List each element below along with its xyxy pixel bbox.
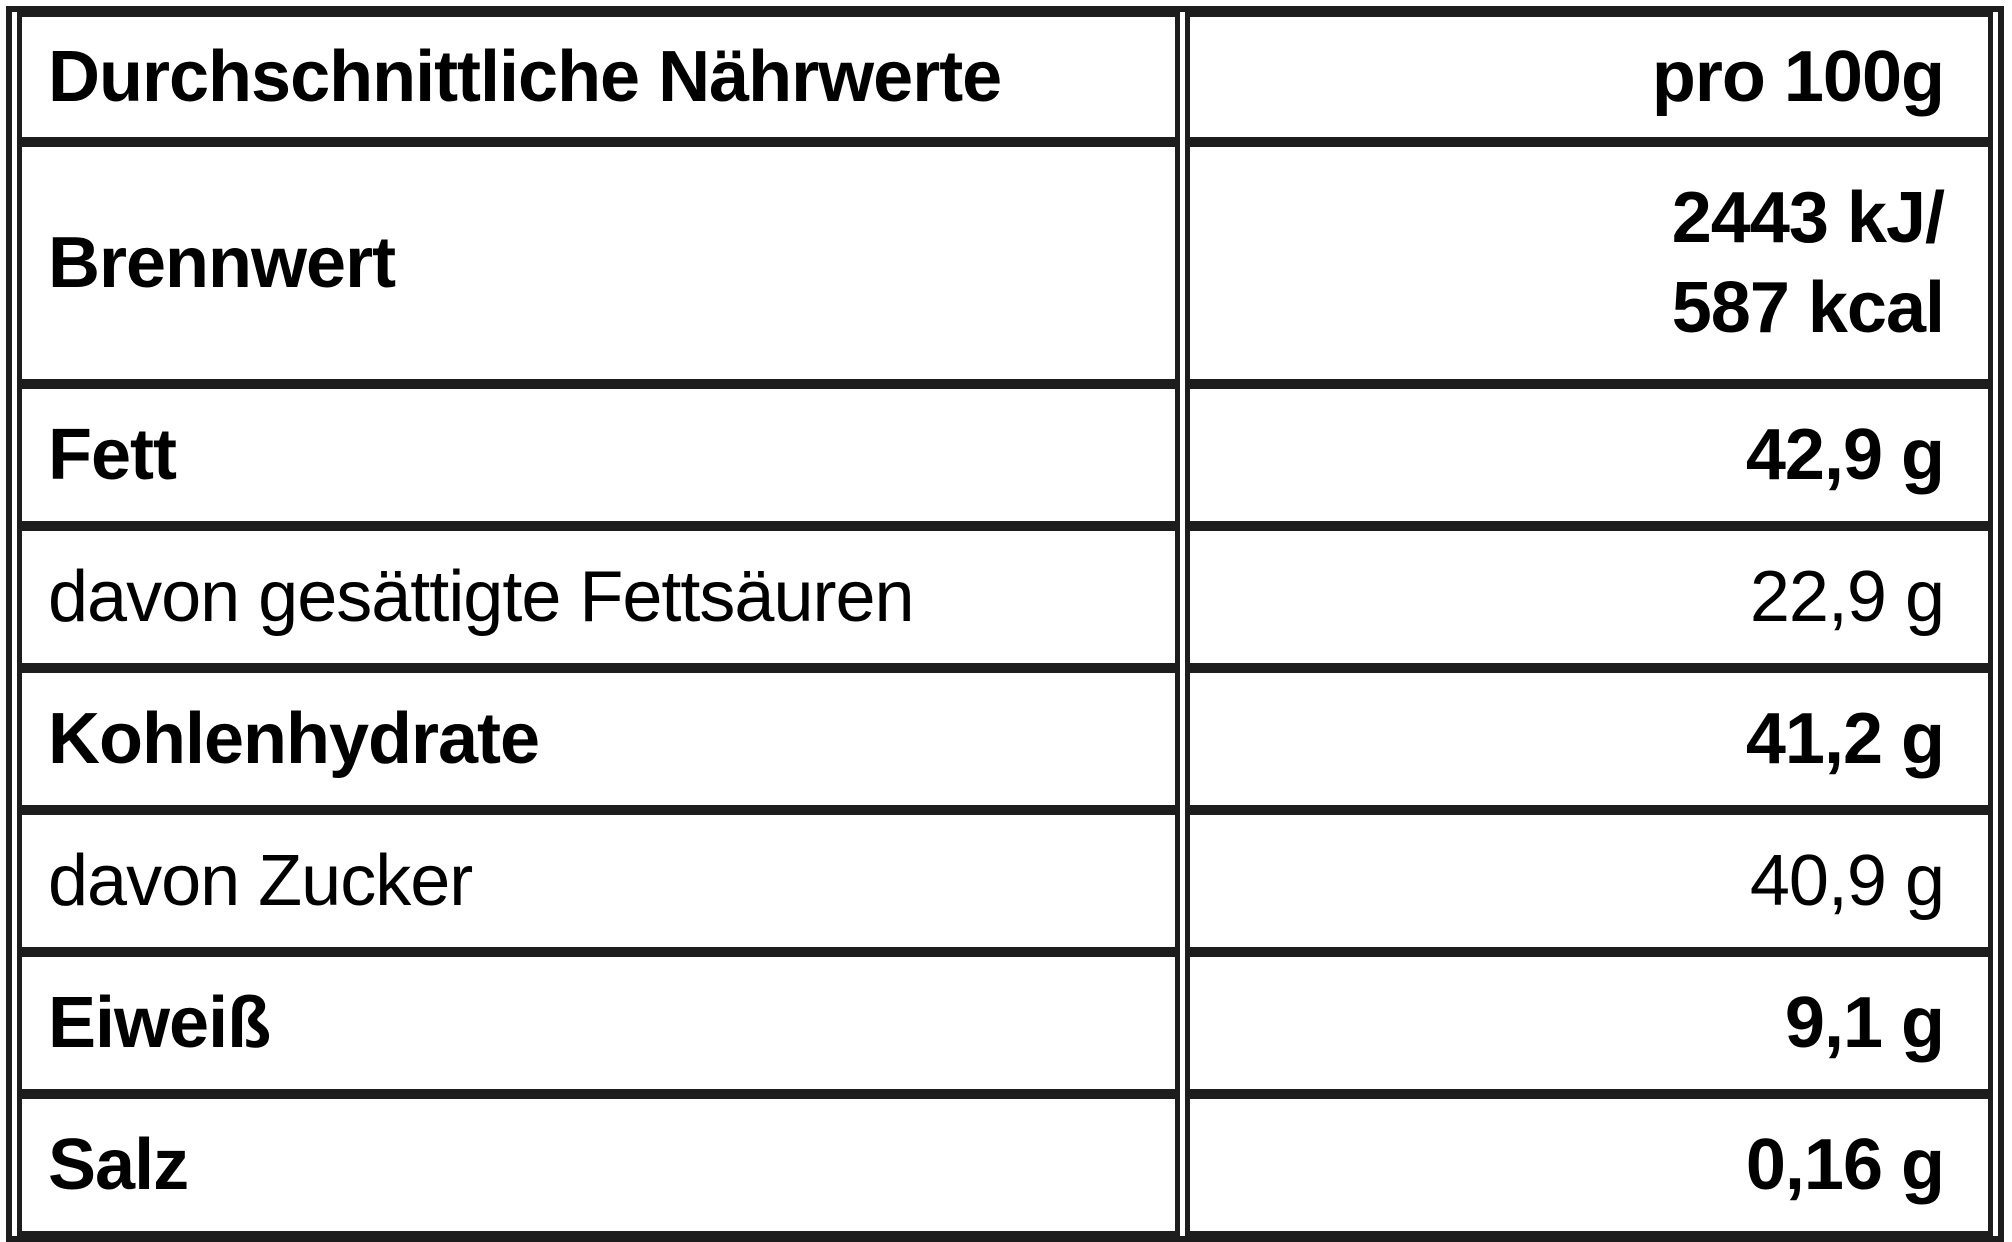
row-fett: Fett 42,9 g [17,384,1993,526]
salz-label: Salz [17,1094,1180,1236]
fett-value: 42,9 g [1184,384,1993,526]
gesaettigte-fettsaeuren-value: 22,9 g [1184,526,1993,668]
nutrition-label-page: Durchschnittliche Nährwerte pro 100g Bre… [0,6,2012,1242]
table-title: Durchschnittliche Nährwerte [17,12,1180,142]
row-brennwert: Brennwert 2443 kJ/ 587 kcal [17,142,1993,384]
row-gesaettigte-fettsaeuren: davon gesättigte Fettsäuren 22,9 g [17,526,1993,668]
row-zucker: davon Zucker 40,9 g [17,810,1993,952]
eiweiss-label: Eiweiß [17,952,1180,1094]
nutrition-table: Durchschnittliche Nährwerte pro 100g Bre… [6,6,2004,1242]
fett-label: Fett [17,384,1180,526]
brennwert-label: Brennwert [17,142,1180,384]
kohlenhydrate-label: Kohlenhydrate [17,668,1180,810]
per-100g-header: pro 100g [1184,12,1993,142]
gesaettigte-fettsaeuren-label: davon gesättigte Fettsäuren [17,526,1180,668]
kohlenhydrate-value: 41,2 g [1184,668,1993,810]
brennwert-value: 2443 kJ/ 587 kcal [1184,142,1993,384]
row-eiweiss: Eiweiß 9,1 g [17,952,1993,1094]
zucker-value: 40,9 g [1184,810,1993,952]
row-salz: Salz 0,16 g [17,1094,1993,1236]
salz-value: 0,16 g [1184,1094,1993,1236]
row-kohlenhydrate: Kohlenhydrate 41,2 g [17,668,1993,810]
eiweiss-value: 9,1 g [1184,952,1993,1094]
zucker-label: davon Zucker [17,810,1180,952]
header-row: Durchschnittliche Nährwerte pro 100g [17,12,1993,142]
